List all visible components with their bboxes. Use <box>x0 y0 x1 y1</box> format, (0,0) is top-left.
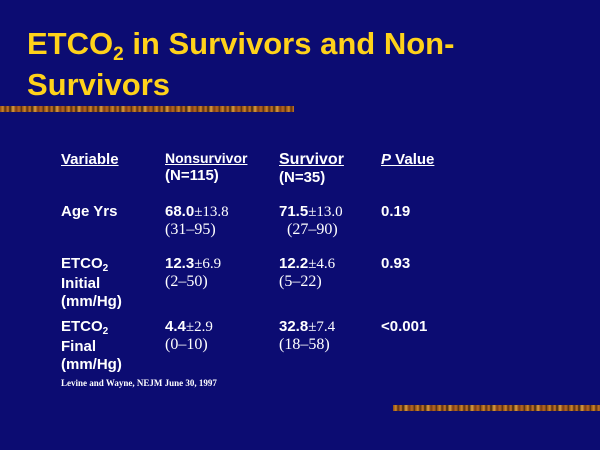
row-label-etco2-final: ETCO2 Final (mm/Hg) <box>61 318 122 373</box>
header-nonsurvivor: Nonsurvivor (N=115) <box>165 150 248 184</box>
citation: Levine and Wayne, NEJM June 30, 1997 <box>61 378 217 388</box>
p-value-age: 0.19 <box>381 203 411 220</box>
slide-title: ETCO2 in Survivors and Non-Survivors <box>27 26 455 102</box>
header-survivor: Survivor (N=35) <box>279 151 344 186</box>
survivor-age: 71.5±13.0 (27–90) <box>279 203 343 238</box>
survivor-etco2-final: 32.8±7.4 (18–58) <box>279 318 336 353</box>
p-value-etco2-initial: 0.93 <box>381 255 411 272</box>
nonsurvivor-etco2-initial: 12.3±6.9 (2–50) <box>165 255 222 290</box>
nonsurvivor-age: 68.0±13.8 (31–95) <box>165 203 229 238</box>
survivor-etco2-initial: 12.2±4.6 (5–22) <box>279 255 336 290</box>
row-label-etco2-initial: ETCO2 Initial (mm/Hg) <box>61 255 122 310</box>
decorative-bar-bottom <box>393 405 600 411</box>
header-p-value: P Value <box>381 151 435 168</box>
decorative-bar-top <box>0 106 294 112</box>
row-label-age: Age Yrs <box>61 203 118 220</box>
header-variable: Variable <box>61 151 119 168</box>
p-value-etco2-final: <0.001 <box>381 318 428 335</box>
nonsurvivor-etco2-final: 4.4±2.9 (0–10) <box>165 318 213 353</box>
